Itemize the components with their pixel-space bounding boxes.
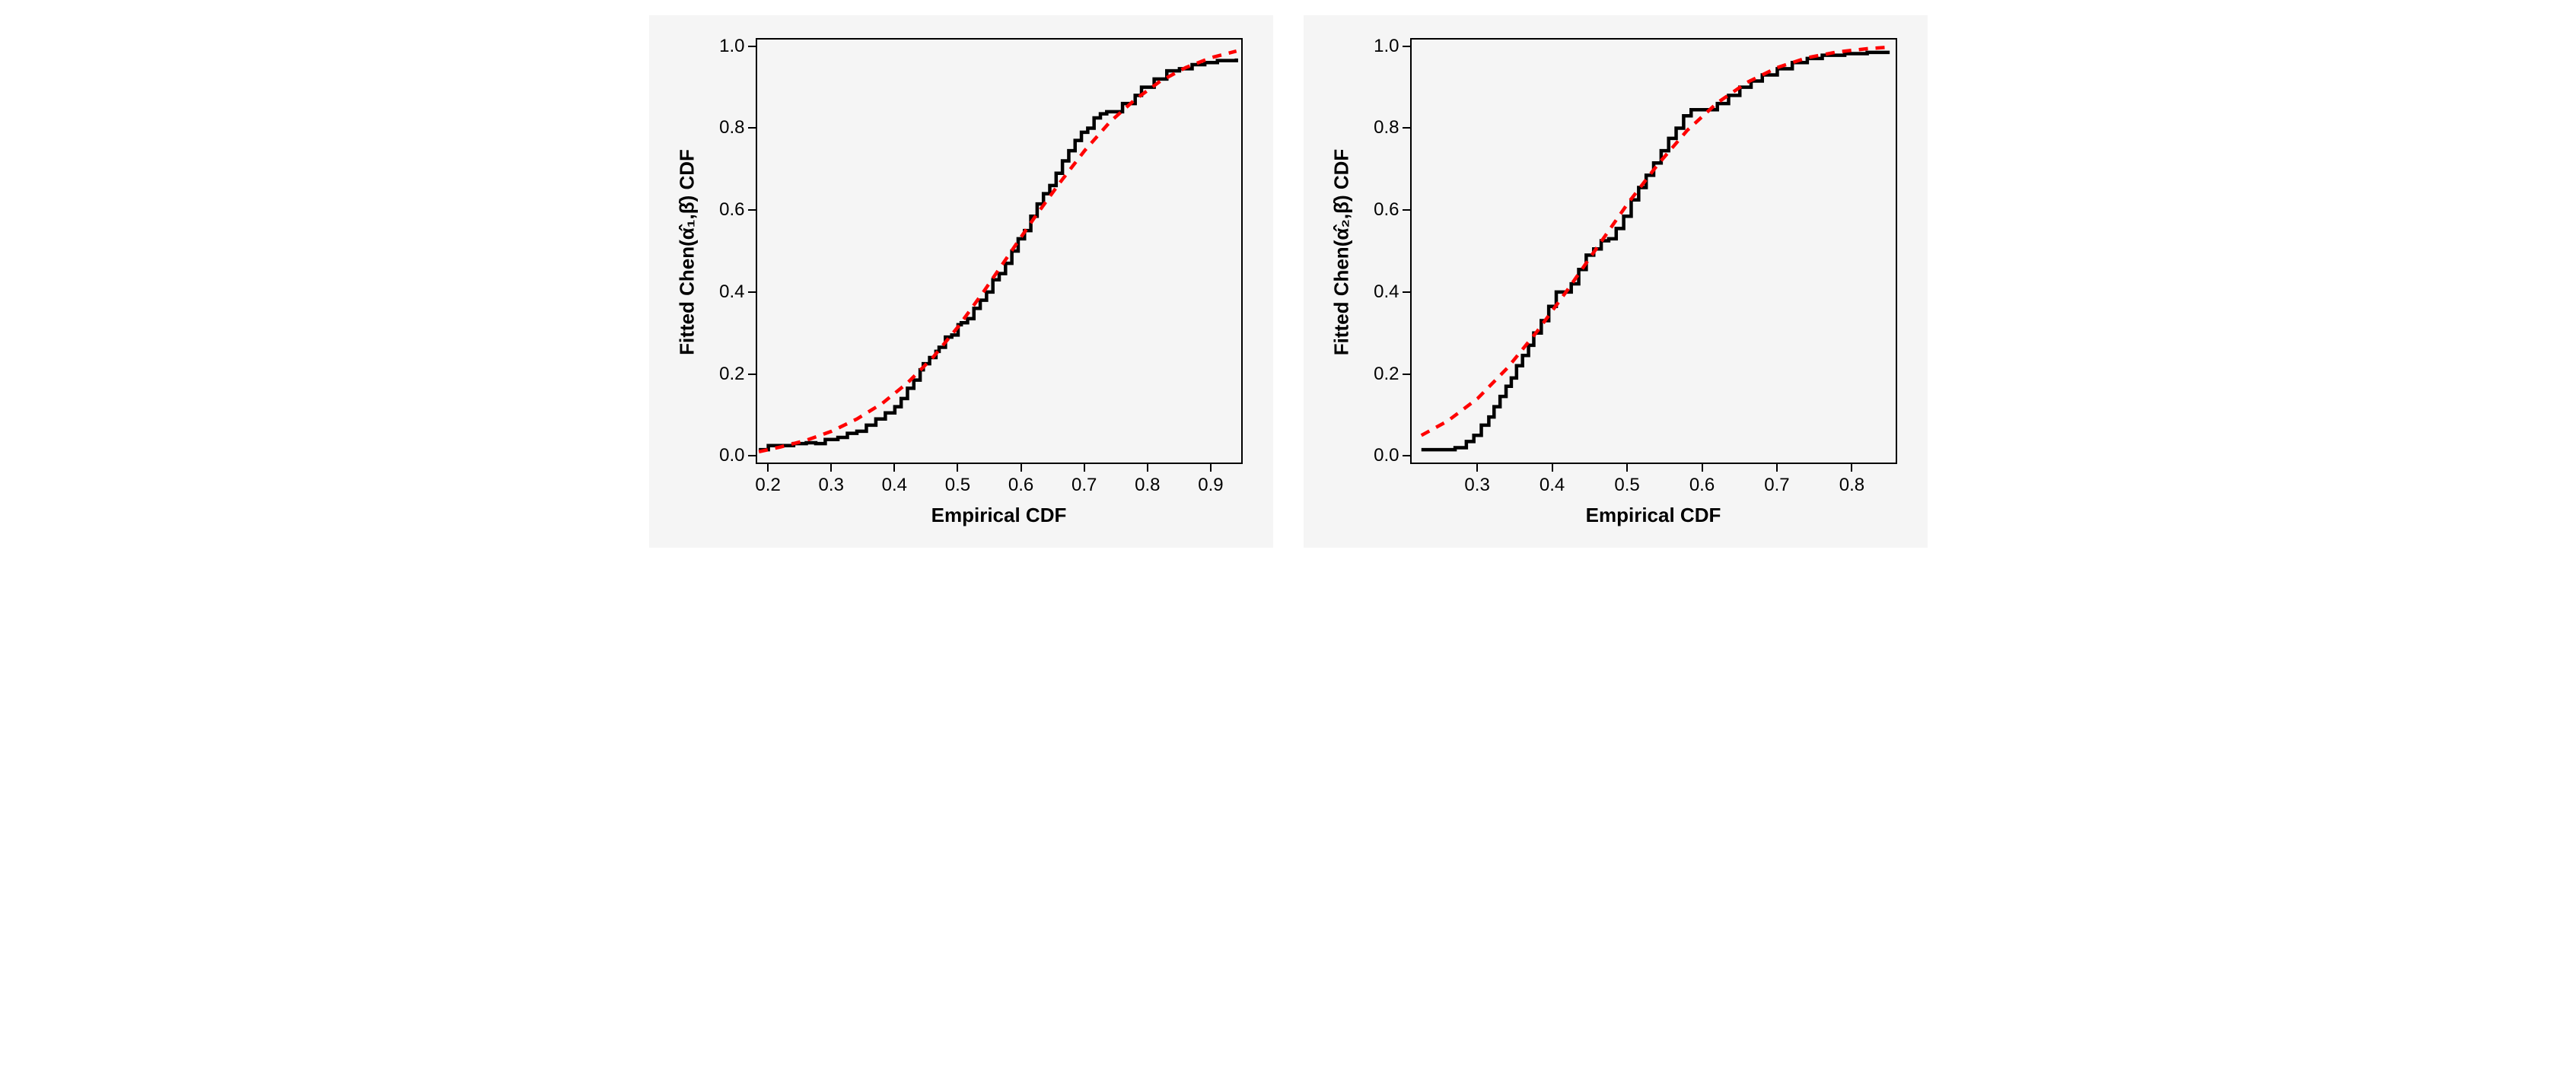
series-fitted-curve xyxy=(1421,47,1889,435)
series-fitted-curve xyxy=(759,51,1237,452)
series-svg xyxy=(1304,15,1928,548)
series-empirical-step xyxy=(759,59,1237,450)
series-empirical-step xyxy=(1421,52,1889,450)
cdf-chart-left: 0.20.30.40.50.60.70.80.90.00.20.40.60.81… xyxy=(649,15,1273,548)
series-svg xyxy=(649,15,1273,548)
cdf-chart-right: 0.30.40.50.60.70.80.00.20.40.60.81.0Empi… xyxy=(1304,15,1928,548)
